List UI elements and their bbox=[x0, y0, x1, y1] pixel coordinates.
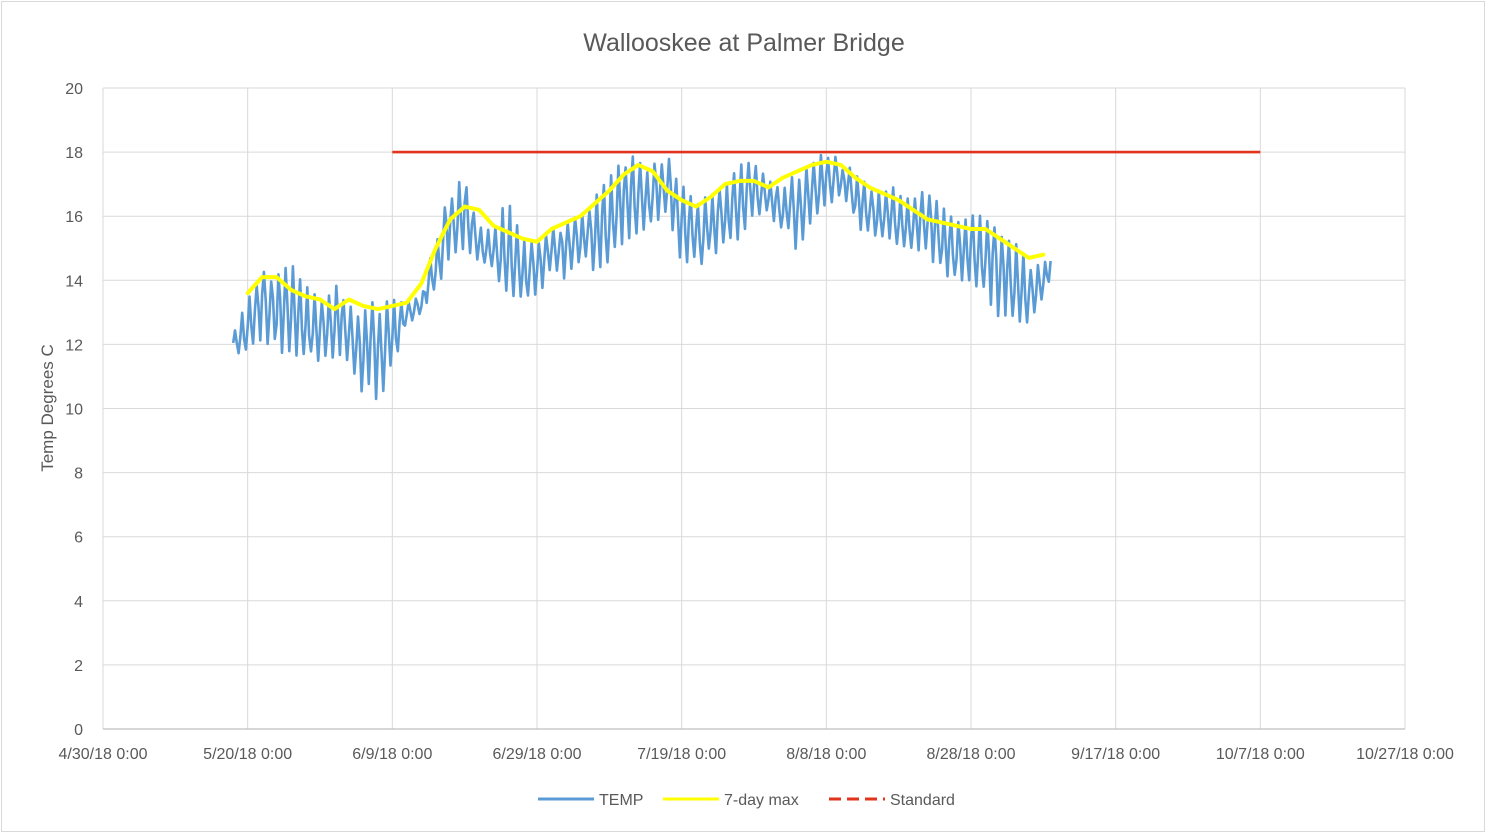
legend-label: TEMP bbox=[599, 792, 643, 809]
x-tick-label: 4/30/18 0:00 bbox=[59, 746, 148, 763]
x-tick-label: 7/19/18 0:00 bbox=[637, 746, 726, 763]
legend-7day-max: 7-day max bbox=[663, 792, 799, 809]
y-tick-labels: 0 2 4 6 8 10 12 14 16 18 20 bbox=[65, 81, 83, 739]
y-tick-label: 4 bbox=[74, 594, 83, 611]
y-tick-label: 16 bbox=[65, 209, 83, 226]
chart-title: Wallooskee at Palmer Bridge bbox=[583, 29, 904, 57]
legend-standard: Standard bbox=[829, 792, 955, 809]
x-tick-label: 5/20/18 0:00 bbox=[203, 746, 292, 763]
legend-label: Standard bbox=[890, 792, 955, 809]
y-tick-label: 12 bbox=[65, 337, 83, 354]
y-tick-label: 8 bbox=[74, 466, 83, 483]
x-tick-label: 9/17/18 0:00 bbox=[1071, 746, 1160, 763]
legend-label: 7-day max bbox=[724, 792, 799, 809]
y-tick-label: 14 bbox=[65, 273, 83, 290]
y-tick-label: 20 bbox=[65, 81, 83, 98]
y-tick-label: 10 bbox=[65, 402, 83, 419]
x-tick-labels: 4/30/18 0:00 5/20/18 0:00 6/9/18 0:00 6/29/… bbox=[59, 746, 1455, 763]
legend-temp: TEMP bbox=[538, 792, 643, 809]
x-tick-label: 8/8/18 0:00 bbox=[786, 746, 866, 763]
x-tick-label: 8/28/18 0:00 bbox=[927, 746, 1016, 763]
series-temp-line bbox=[231, 153, 1052, 401]
series-layer bbox=[231, 150, 1261, 401]
y-tick-label: 18 bbox=[65, 145, 83, 162]
y-tick-label: 6 bbox=[74, 530, 83, 547]
x-tick-label: 6/9/18 0:00 bbox=[352, 746, 432, 763]
x-tick-label: 10/7/18 0:00 bbox=[1216, 746, 1305, 763]
x-tick-label: 10/27/18 0:00 bbox=[1356, 746, 1454, 763]
y-tick-label: 0 bbox=[74, 722, 83, 739]
y-tick-label: 2 bbox=[74, 658, 83, 675]
x-tick-label: 6/29/18 0:00 bbox=[493, 746, 582, 763]
legend: TEMP 7-day max Standard bbox=[538, 792, 955, 809]
y-axis-title: Temp Degrees C bbox=[38, 344, 57, 472]
series-7day-max-line bbox=[245, 159, 1046, 312]
